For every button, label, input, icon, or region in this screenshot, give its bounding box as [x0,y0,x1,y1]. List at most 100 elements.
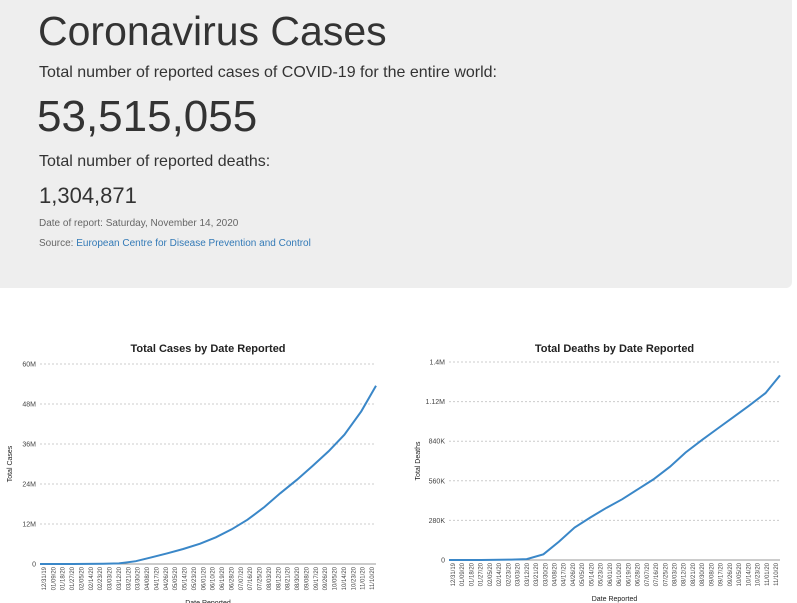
x-tick-label: 03/30/20 [543,562,549,586]
x-tick-label: 03/03/20 [516,562,522,586]
x-tick-label: 07/16/20 [654,562,660,586]
y-tick-label: 280K [429,518,446,525]
x-tick-label: 06/10/20 [617,562,623,586]
y-axis-label: Total Cases [7,445,14,482]
x-tick-label: 09/08/20 [304,566,310,590]
x-tick-label: 09/26/20 [323,566,329,590]
x-tick-label: 05/14/20 [589,562,595,586]
x-tick-label: 09/17/20 [719,562,725,586]
source-link[interactable]: European Centre for Disease Prevention a… [76,238,311,249]
x-tick-label: 07/16/20 [248,566,254,590]
x-tick-label: 01/18/20 [469,562,475,586]
x-tick-label: 07/07/20 [239,566,245,590]
y-axis-label: Total Deaths [415,441,422,480]
x-tick-label: 08/03/20 [672,562,678,586]
x-tick-label: 06/19/20 [626,562,632,586]
source-prefix: Source: [39,238,77,249]
x-tick-label: 10/14/20 [746,562,752,586]
chart-title: Total Deaths by Date Reported [535,343,694,355]
x-axis-label: Date Reported [592,596,638,603]
x-tick-label: 05/05/20 [580,562,586,586]
x-tick-label: 05/23/20 [599,562,605,586]
deaths-description: Total number of reported deaths: [39,153,271,170]
x-tick-label: 04/08/20 [145,566,151,590]
x-tick-label: 11/10/20 [774,562,780,586]
x-tick-label: 03/03/20 [108,566,114,590]
x-tick-label: 01/27/20 [70,566,76,590]
chart-title: Total Cases by Date Reported [130,343,285,355]
cases-description: Total number of reported cases of COVID-… [39,64,497,81]
x-tick-label: 11/01/20 [765,562,771,586]
x-tick-label: 10/23/20 [756,562,762,586]
x-tick-label: 11/10/20 [370,566,376,590]
x-axis-label: Date Reported [185,600,231,603]
y-tick-label: 560K [429,478,446,485]
x-tick-label: 06/10/20 [211,566,217,590]
x-tick-label: 08/12/20 [276,566,282,590]
x-tick-label: 01/27/20 [479,562,485,586]
y-tick-label: 48M [22,402,36,409]
x-tick-label: 09/08/20 [709,562,715,586]
summary-panel: Coronavirus Cases Total number of report… [0,0,792,288]
page-title: Coronavirus Cases [38,8,387,54]
x-tick-label: 04/17/20 [562,562,568,586]
y-tick-label: 60M [22,362,36,369]
x-tick-label: 08/21/20 [691,562,697,586]
x-tick-label: 09/17/20 [314,566,320,590]
x-tick-label: 10/05/20 [333,566,339,590]
x-tick-label: 04/26/20 [571,562,577,586]
x-tick-label: 08/21/20 [286,566,292,590]
x-tick-label: 09/26/20 [728,562,734,586]
x-tick-label: 06/01/20 [201,566,207,590]
x-tick-label: 03/21/20 [534,562,540,586]
total-cases-chart: Total Cases by Date Reported 0 12M 24M 36M 48… [7,343,377,603]
x-tick-label: 08/03/20 [267,566,273,590]
y-tick-label: 840K [429,439,446,446]
x-tick-label: 05/05/20 [173,566,179,590]
x-tick-label: 06/01/20 [608,562,614,586]
x-tick-label: 05/23/20 [192,566,198,590]
x-tick-label: 02/14/20 [497,562,503,586]
total-deaths-chart: Total Deaths by Date Reported 0 280K 560K 84… [415,343,781,603]
x-tick-label: 04/17/20 [154,566,160,590]
y-tick-label: 1.12M [426,399,446,406]
x-tick-label: 07/25/20 [663,562,669,586]
x-tick-label: 03/12/20 [117,566,123,590]
x-tick-label: 01/18/20 [61,566,67,590]
x-tick-label: 04/26/20 [164,566,170,590]
x-tick-label: 04/08/20 [553,562,559,586]
x-tick-label: 02/23/20 [506,562,512,586]
x-tick-label: 02/05/20 [488,562,494,586]
x-tick-label: 06/28/20 [636,562,642,586]
source-line: Source: European Centre for Disease Prev… [39,238,311,249]
series-line [40,385,377,565]
x-tick-label: 03/21/20 [126,566,132,590]
x-tick-label: 03/12/20 [525,562,531,586]
x-tick-label: 06/19/20 [220,566,226,590]
x-tick-label: 02/23/20 [98,566,104,590]
x-tick-label: 01/09/20 [51,566,57,590]
total-deaths-value: 1,304,871 [39,183,137,208]
x-tick-label: 08/30/20 [295,566,301,590]
series-line [449,374,781,561]
x-tick-label: 05/14/20 [183,566,189,590]
x-tick-label: 10/23/20 [351,566,357,590]
x-tick-label: 10/05/20 [737,562,743,586]
y-tick-label: 24M [22,482,36,489]
report-date: Date of report: Saturday, November 14, 2… [39,218,239,229]
y-tick-label: 1.4M [429,360,445,367]
y-tick-label: 0 [32,562,36,569]
x-tick-label: 02/14/20 [89,566,95,590]
x-tick-label: 01/09/20 [460,562,466,586]
x-tick-label: 03/30/20 [136,566,142,590]
y-tick-label: 36M [22,442,36,449]
x-tick-label: 12/31/19 [451,562,457,586]
y-tick-label: 0 [441,558,445,565]
y-tick-label: 12M [22,522,36,529]
x-tick-label: 12/31/19 [42,566,48,590]
x-tick-label: 02/05/20 [79,566,85,590]
x-tick-label: 10/14/20 [342,566,348,590]
x-tick-label: 08/12/20 [682,562,688,586]
x-tick-label: 08/30/20 [700,562,706,586]
x-tick-label: 07/25/20 [258,566,264,590]
